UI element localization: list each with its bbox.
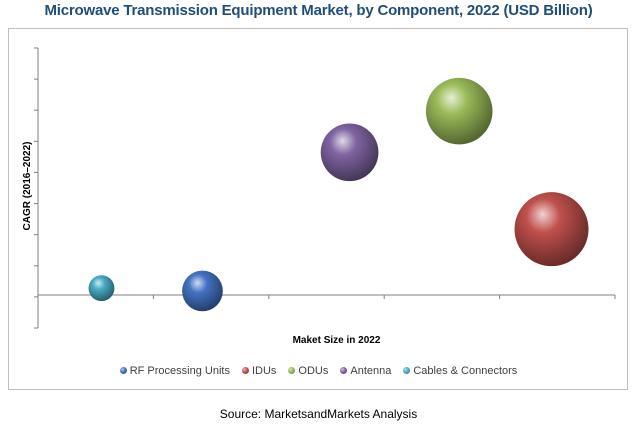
bubble-antenna bbox=[320, 123, 379, 182]
legend-label: Antenna bbox=[350, 365, 392, 377]
legend-label: ODUs bbox=[298, 365, 329, 377]
legend-marker bbox=[403, 367, 411, 374]
chart-title: Microwave Transmission Equipment Market,… bbox=[44, 2, 593, 19]
legend-marker bbox=[119, 367, 127, 374]
source-note: Source: MarketsandMarkets Analysis bbox=[219, 407, 418, 421]
legend-item-idus: IDUs bbox=[241, 365, 277, 377]
bubble-cables-and-connectors bbox=[88, 275, 115, 302]
legend-label: RF Processing Units bbox=[129, 365, 230, 377]
legend-item-odus: ODUs bbox=[288, 365, 328, 377]
bubble-rf-processing-units bbox=[182, 270, 223, 312]
bubble-idus bbox=[514, 192, 589, 267]
legend-item-rf-processing-units: RF Processing Units bbox=[119, 365, 230, 377]
bubbles bbox=[88, 77, 589, 312]
legend-label: Cables & Connectors bbox=[413, 365, 518, 377]
legend-item-antenna: Antenna bbox=[340, 365, 391, 377]
legend-marker bbox=[340, 367, 348, 374]
axes bbox=[34, 47, 616, 329]
bubble-odus bbox=[425, 77, 493, 145]
x-axis-label: Maket Size in 2022 bbox=[293, 335, 381, 346]
legend-label: IDUs bbox=[251, 365, 277, 377]
y-axis-label: CAGR (2016–2022) bbox=[22, 142, 33, 231]
legend-marker bbox=[241, 367, 249, 374]
legend-marker bbox=[288, 367, 296, 374]
legend: RF Processing Units IDUs ODUs Antenna Cables… bbox=[0, 365, 637, 377]
chart-frame bbox=[8, 28, 628, 390]
legend-item-cables-and-connectors: Cables & Connectors bbox=[403, 365, 517, 377]
